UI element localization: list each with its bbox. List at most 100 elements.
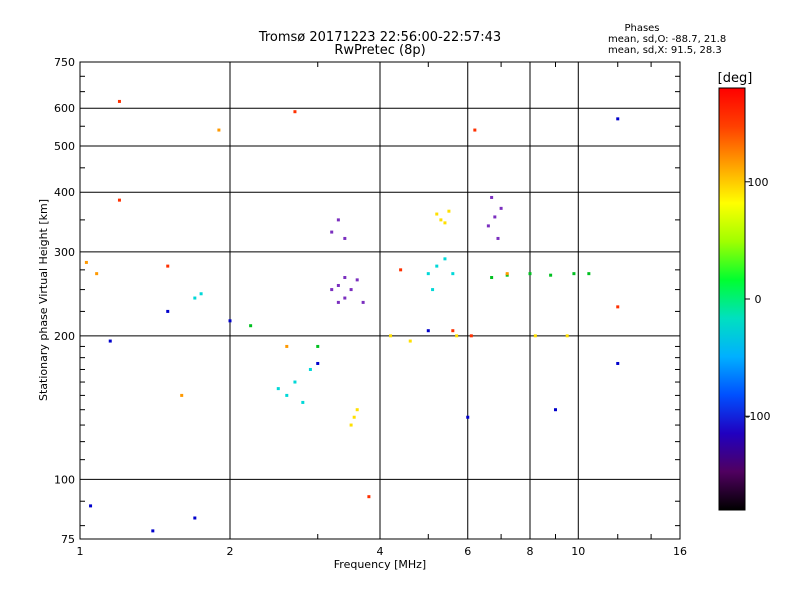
y-tick-label: 600: [54, 102, 75, 115]
x-tick-label: 2: [227, 545, 234, 558]
x-tick-label: 4: [377, 545, 384, 558]
data-point: [343, 236, 347, 240]
x-tick-label: 8: [527, 545, 534, 558]
data-point: [343, 276, 347, 280]
data-point: [343, 296, 347, 300]
y-tick-label: 400: [54, 186, 75, 199]
data-point: [451, 329, 455, 333]
data-point: [572, 272, 576, 276]
colorbar-ticks: 100 0 -100: [745, 176, 770, 423]
data-point: [505, 272, 509, 276]
data-point: [166, 264, 170, 268]
colorbar-label: [deg]: [718, 71, 753, 86]
data-point: [399, 268, 403, 272]
data-point: [330, 230, 334, 234]
stats-x-mode: mean, sd,X: 91.5, 28.3: [608, 45, 722, 56]
data-point: [431, 288, 435, 292]
data-point: [389, 334, 393, 338]
colorbar: [718, 87, 746, 511]
y-axis-label: Stationary phase Virtual Height [km]: [37, 199, 50, 401]
data-point: [117, 198, 121, 202]
y-tick-label: 75: [61, 533, 75, 546]
y-tick-label: 100: [54, 473, 75, 486]
data-point: [352, 415, 356, 419]
data-point: [549, 273, 553, 277]
data-point: [199, 292, 203, 296]
data-point: [451, 272, 455, 276]
data-point: [486, 224, 490, 228]
data-point: [443, 221, 447, 225]
data-point: [84, 260, 88, 264]
data-point: [301, 400, 305, 404]
data-point: [490, 195, 494, 199]
data-point: [367, 495, 371, 499]
data-point: [408, 339, 412, 343]
data-point: [249, 324, 253, 328]
data-point: [355, 278, 359, 282]
data-point: [426, 329, 430, 333]
data-point: [361, 300, 365, 304]
data-point: [89, 504, 93, 508]
data-point: [493, 215, 497, 219]
data-point: [180, 393, 184, 397]
chart-title: Tromsø 20171223 22:56:00-22:57:43: [258, 30, 501, 45]
data-point: [228, 319, 232, 323]
data-point: [466, 415, 470, 419]
y-tick-label: 300: [54, 246, 75, 259]
data-point: [565, 334, 569, 338]
x-tick-label: 6: [464, 545, 471, 558]
data-point: [490, 276, 494, 280]
x-axis: 1 2 4 6 8 10 16: [77, 62, 687, 558]
data-point: [193, 296, 197, 300]
data-point: [276, 387, 280, 391]
data-point: [285, 344, 289, 348]
y-tick-label: 750: [54, 56, 75, 69]
data-point: [469, 334, 473, 338]
stats-heading: Phases: [624, 23, 659, 34]
data-point: [293, 380, 297, 384]
x-tick-label: 1: [77, 545, 84, 558]
data-point: [435, 264, 439, 268]
data-point: [193, 516, 197, 520]
data-point: [95, 272, 99, 276]
data-point: [435, 212, 439, 216]
data-point: [293, 110, 297, 114]
colorbar-tick-label: -100: [746, 410, 771, 423]
data-point: [349, 423, 353, 427]
colorbar-tick-label: 100: [748, 176, 769, 189]
data-point: [285, 393, 289, 397]
data-point: [499, 206, 503, 210]
x-axis-label: Frequency [MHz]: [334, 558, 426, 571]
data-point: [316, 361, 320, 365]
y-axis: 75 100 200 300 400 500 600 750: [54, 56, 680, 546]
x-tick-label: 10: [571, 545, 585, 558]
data-point: [336, 218, 340, 222]
data-point: [336, 300, 340, 304]
data-point: [616, 305, 620, 309]
data-point: [533, 334, 537, 338]
data-point: [447, 209, 451, 213]
data-point: [349, 288, 353, 292]
data-point: [117, 99, 121, 103]
data-point: [496, 236, 500, 240]
data-point: [616, 361, 620, 365]
data-point: [587, 272, 591, 276]
data-point: [308, 367, 312, 371]
data-point: [330, 288, 334, 292]
data-point: [316, 344, 320, 348]
data-point: [336, 283, 340, 287]
data-point: [439, 218, 443, 222]
data-point: [455, 334, 459, 338]
chart-subtitle: RwPretec (8p): [334, 43, 425, 58]
stats-o-mode: mean, sd,O: -88.7, 21.8: [608, 34, 726, 45]
data-point: [616, 117, 620, 121]
data-point: [151, 529, 155, 533]
data-point: [217, 128, 221, 132]
data-point: [528, 272, 532, 276]
data-point: [108, 339, 112, 343]
data-point: [355, 408, 359, 412]
data-point: [553, 408, 557, 412]
data-point: [166, 309, 170, 313]
data-points: [84, 99, 620, 533]
